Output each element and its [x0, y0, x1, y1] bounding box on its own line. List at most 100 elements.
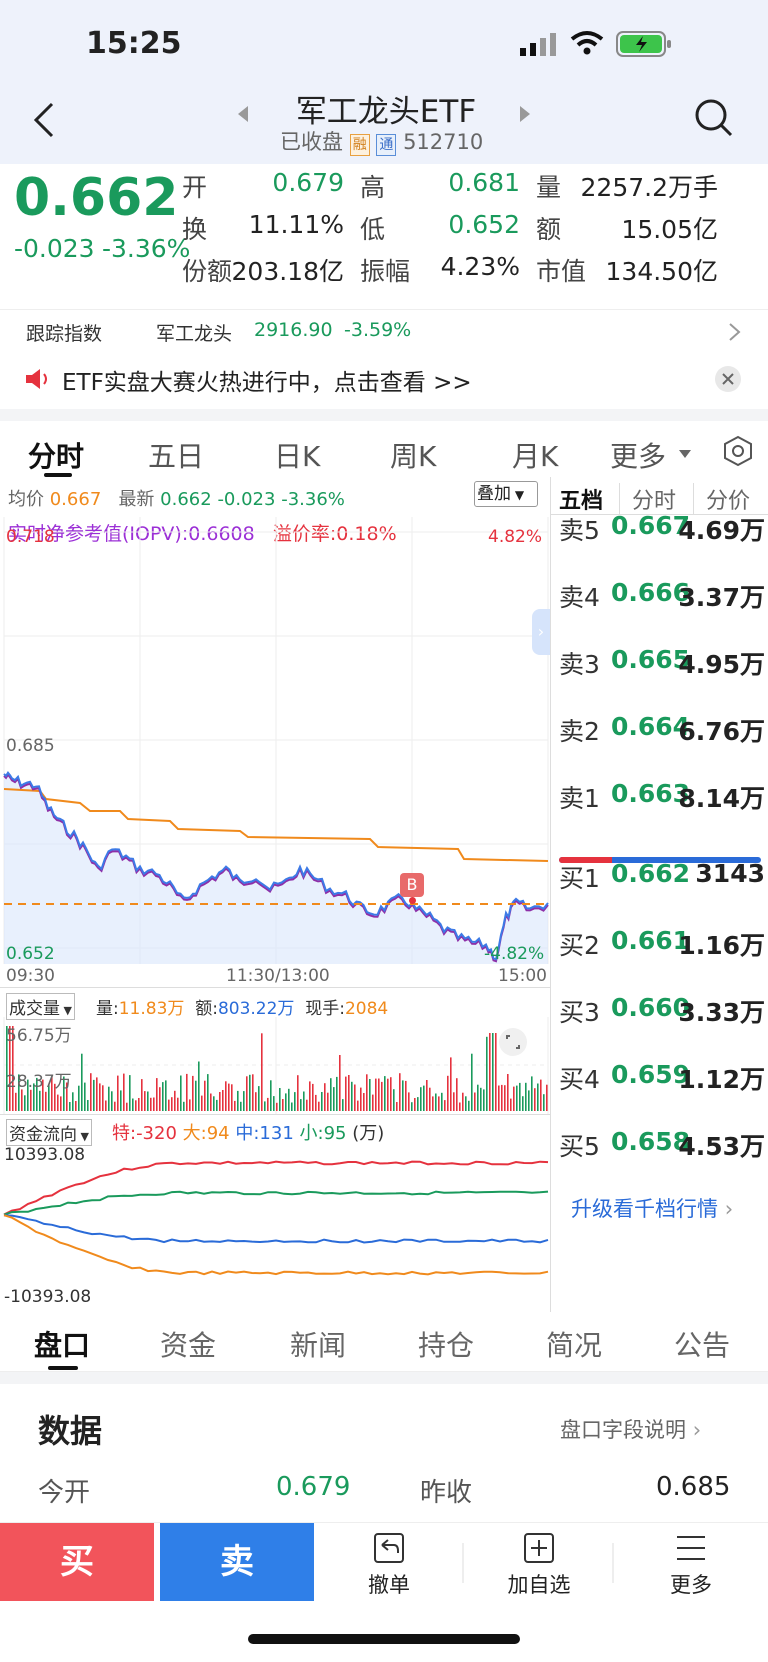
promo-banner[interactable]: ETF实盘大赛火热进行中，点击查看 >>	[0, 351, 768, 409]
volume-bar	[129, 1075, 131, 1111]
ask-row[interactable]: 卖1 0.663 8.14万	[557, 779, 767, 819]
bid-row[interactable]: 买2 0.661 1.16万	[557, 926, 767, 966]
more-button[interactable]: 更多	[646, 1531, 736, 1599]
volume-bar	[468, 1100, 470, 1111]
level-label: 卖4	[559, 583, 600, 612]
volume-bar	[174, 1090, 176, 1111]
quote-panel: 0.662 -0.023 -3.36% 开 0.679 高 0.681 量 2257.2万…	[0, 164, 768, 309]
volume-bar	[345, 1076, 347, 1111]
tab-intraday[interactable]: 分时	[28, 440, 85, 473]
ask-row[interactable]: 卖2 0.664 6.76万	[557, 712, 767, 752]
ask-row[interactable]: 卖3 0.665 4.95万	[557, 645, 767, 685]
expand-handle[interactable]: ›	[532, 609, 550, 655]
volume-bar	[195, 1080, 197, 1111]
y-axis-top: 0.718	[6, 527, 55, 547]
volume-bar	[333, 1087, 335, 1111]
tab-daily-k[interactable]: 日K	[274, 440, 321, 473]
tab-funds[interactable]: 资金	[160, 1329, 217, 1362]
menu-icon	[677, 1536, 705, 1560]
volume-bar	[189, 1099, 191, 1111]
avg-price-line	[3, 788, 549, 862]
volume-bar	[459, 1102, 461, 1111]
tab-monthly-k[interactable]: 月K	[512, 440, 559, 473]
volume-bar	[165, 1080, 167, 1111]
bid-row[interactable]: 买3 0.660 3.33万	[557, 993, 767, 1033]
volume-bar	[75, 1101, 77, 1111]
cancel-order-button[interactable]: 撤单	[344, 1531, 434, 1599]
overlay-dropdown[interactable]: 叠加 ▼	[474, 481, 538, 507]
volume-bar	[267, 1097, 269, 1111]
tab-orderbook-intraday[interactable]: 分时	[619, 483, 676, 515]
volume-bar	[273, 1096, 275, 1111]
level-price: 0.658	[611, 1127, 691, 1156]
field-explain-link[interactable]: 盘口字段说明 ›	[560, 1418, 702, 1442]
volume-bar	[48, 1084, 50, 1111]
level-label: 买3	[559, 998, 600, 1027]
sell-button[interactable]: 卖	[160, 1523, 314, 1601]
stock-header: 军工龙头ETF 已收盘 融 通 512710	[0, 92, 768, 164]
bid-row[interactable]: 买4 0.659 1.12万	[557, 1060, 767, 1100]
tab-announcements[interactable]: 公告	[674, 1329, 731, 1362]
volume-bar	[108, 1086, 110, 1111]
volume-bar	[282, 1099, 284, 1111]
level-volume: 3143	[695, 859, 765, 888]
volume-bar	[354, 1084, 356, 1111]
volume-bar	[78, 1085, 80, 1111]
volume-bar	[243, 1091, 245, 1111]
volume-bar	[498, 1085, 500, 1111]
search-icon[interactable]	[694, 98, 734, 138]
volume-bar	[12, 1026, 14, 1111]
tab-five-day[interactable]: 五日	[148, 440, 205, 473]
tab-holdings[interactable]: 持仓	[418, 1329, 475, 1362]
volume-bar	[477, 1084, 479, 1111]
volume-bar	[24, 1095, 26, 1111]
volume-bar	[162, 1082, 164, 1111]
volume-bar	[420, 1087, 422, 1111]
volume-bar	[186, 1073, 188, 1111]
tab-news[interactable]: 新闻	[290, 1329, 347, 1362]
flow-indicator-select[interactable]: 资金流向 ▼	[6, 1119, 92, 1146]
bid-row[interactable]: 买5 0.658 4.53万	[557, 1127, 767, 1167]
tracking-index-row[interactable]: 跟踪指数 军工龙头 2916.90 -3.59%	[0, 309, 768, 351]
volume-bar	[42, 1079, 44, 1111]
next-stock-icon[interactable]	[518, 104, 532, 124]
add-watchlist-button[interactable]: 加自选	[494, 1531, 584, 1599]
volume-bar	[102, 1085, 104, 1111]
volume-bar	[111, 1091, 113, 1111]
fullscreen-icon[interactable]	[498, 1027, 528, 1057]
stat-value: 2257.2万手	[580, 173, 718, 202]
volume-bar	[213, 1096, 215, 1111]
volume-bar	[84, 1082, 86, 1111]
ask-row[interactable]: 卖5 0.667 4.69万	[557, 511, 767, 551]
volume-bar	[513, 1086, 515, 1111]
back-icon[interactable]	[30, 100, 60, 140]
bid-row[interactable]: 买1 0.662 3143	[557, 859, 767, 899]
level-volume: 4.95万	[678, 650, 765, 679]
avg-value: 0.667	[49, 489, 102, 510]
tab-weekly-k[interactable]: 周K	[390, 440, 437, 473]
volume-indicator-select[interactable]: 成交量 ▼	[6, 993, 75, 1020]
prev-stock-icon[interactable]	[236, 104, 250, 124]
tab-profile[interactable]: 简况	[546, 1329, 603, 1362]
volume-bar	[153, 1097, 155, 1111]
settings-hexagon-icon[interactable]	[722, 435, 754, 467]
volume-bar	[117, 1075, 119, 1111]
volume-bar	[18, 1074, 20, 1111]
x-axis-mid: 11:30/13:00	[226, 966, 330, 986]
tab-order-panel[interactable]: 盘口	[34, 1329, 91, 1362]
promo-text: ETF实盘大赛火热进行中，点击查看 >>	[62, 370, 472, 396]
wifi-icon	[570, 31, 604, 55]
buy-button[interactable]: 买	[0, 1523, 154, 1601]
stat-label: 份额	[182, 257, 233, 286]
upgrade-link[interactable]: 升级看千档行情 ›	[571, 1197, 734, 1221]
volume-bar	[201, 1095, 203, 1111]
ask-row[interactable]: 卖4 0.666 3.37万	[557, 578, 767, 618]
tab-more[interactable]: 更多	[610, 440, 667, 473]
volume-bar	[123, 1073, 125, 1111]
close-icon[interactable]	[714, 365, 742, 393]
tab-five-level[interactable]: 五档	[559, 489, 604, 514]
battery-icon	[616, 31, 671, 57]
level-volume: 6.76万	[678, 717, 765, 746]
buy-marker[interactable]: B	[400, 873, 424, 897]
tab-price-distribution[interactable]: 分价	[693, 483, 750, 515]
